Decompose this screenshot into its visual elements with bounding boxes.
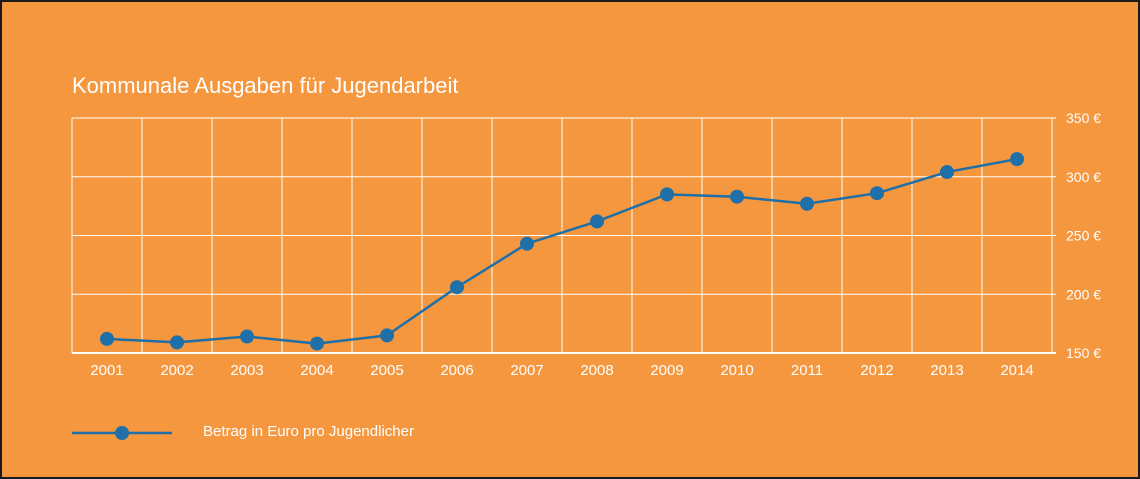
x-axis-ticks: 2001 2002 2003 2004 2005 2006 2007 2008 2009 2010… [90,362,1033,379]
chart-title: Kommunale Ausgaben für Jugendarbeit [72,73,459,98]
x-tick-label: 2002 [160,362,193,379]
x-tick-label: 2014 [1000,362,1033,379]
data-point [170,335,184,350]
y-axis-ticks: 150 € 200 € 250 € 300 € 350 € [1066,110,1101,361]
legend: Betrag in Euro pro Jugendlicher [72,420,414,446]
data-point [730,189,744,204]
data-point [940,165,954,180]
y-tick-label: 300 € [1066,169,1101,185]
data-point [240,329,254,344]
legend-swatch [72,426,172,440]
x-tick-label: 2012 [860,362,893,379]
x-tick-label: 2001 [90,362,123,379]
data-point [310,336,324,351]
x-tick-label: 2003 [230,362,263,379]
data-point [100,331,114,346]
legend-label: Betrag in Euro pro Jugendlicher [203,423,414,440]
x-tick-label: 2009 [650,362,683,379]
x-tick-label: 2013 [930,362,963,379]
series-line [106,157,1018,345]
x-tick-label: 2008 [580,362,613,379]
data-point [870,186,884,201]
x-tick-label: 2004 [300,362,333,379]
x-tick-label: 2007 [510,362,543,379]
y-tick-label: 150 € [1066,345,1101,361]
x-tick-label: 2006 [440,362,473,379]
data-point [800,196,814,211]
x-tick-label: 2010 [720,362,753,379]
data-point [1010,152,1024,167]
legend-marker [115,426,129,440]
x-tick-label: 2011 [791,362,823,379]
data-point [660,187,674,202]
x-tick-label: 2005 [370,362,403,379]
data-point [520,236,534,251]
y-tick-label: 250 € [1066,228,1101,244]
data-point [380,328,394,343]
y-tick-label: 350 € [1066,110,1101,126]
data-point [590,214,604,229]
series [100,152,1024,351]
grid [71,117,1056,354]
data-point [450,280,464,295]
y-tick-label: 200 € [1066,286,1101,302]
